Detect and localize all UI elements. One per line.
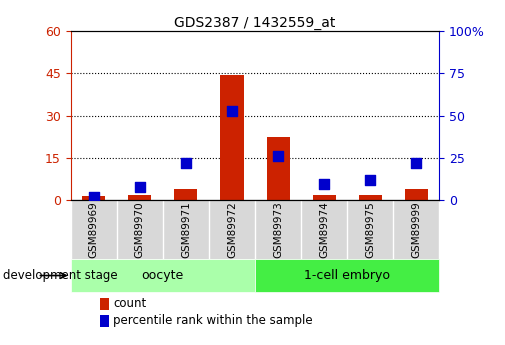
Point [274,154,282,159]
Point [182,160,190,166]
Bar [359,195,382,200]
Point [136,184,144,190]
Text: GSM89974: GSM89974 [319,201,329,258]
Text: GSM89969: GSM89969 [89,201,99,258]
Bar [82,196,105,200]
Text: GSM89973: GSM89973 [273,201,283,258]
Bar [174,189,197,200]
Bar [100,297,110,310]
Text: GSM89972: GSM89972 [227,201,237,258]
Bar [405,189,428,200]
Text: GSM89971: GSM89971 [181,201,191,258]
Bar [128,195,152,200]
Title: GDS2387 / 1432559_at: GDS2387 / 1432559_at [174,16,336,30]
Bar [221,75,243,200]
Text: percentile rank within the sample: percentile rank within the sample [113,314,313,327]
Text: GSM89975: GSM89975 [365,201,375,258]
Text: oocyte: oocyte [142,269,184,282]
Bar [313,195,336,200]
Text: 1-cell embryo: 1-cell embryo [304,269,390,282]
Point [412,160,420,166]
Bar [267,137,289,200]
Text: GSM89999: GSM89999 [411,201,421,258]
Text: count: count [113,297,146,310]
Text: GSM89970: GSM89970 [135,201,145,258]
Bar [71,259,255,293]
Point [366,177,374,183]
Point [228,108,236,114]
Point [90,194,98,200]
Bar [100,315,110,327]
Point [320,181,328,186]
Text: development stage: development stage [3,269,117,282]
Bar [255,259,439,293]
